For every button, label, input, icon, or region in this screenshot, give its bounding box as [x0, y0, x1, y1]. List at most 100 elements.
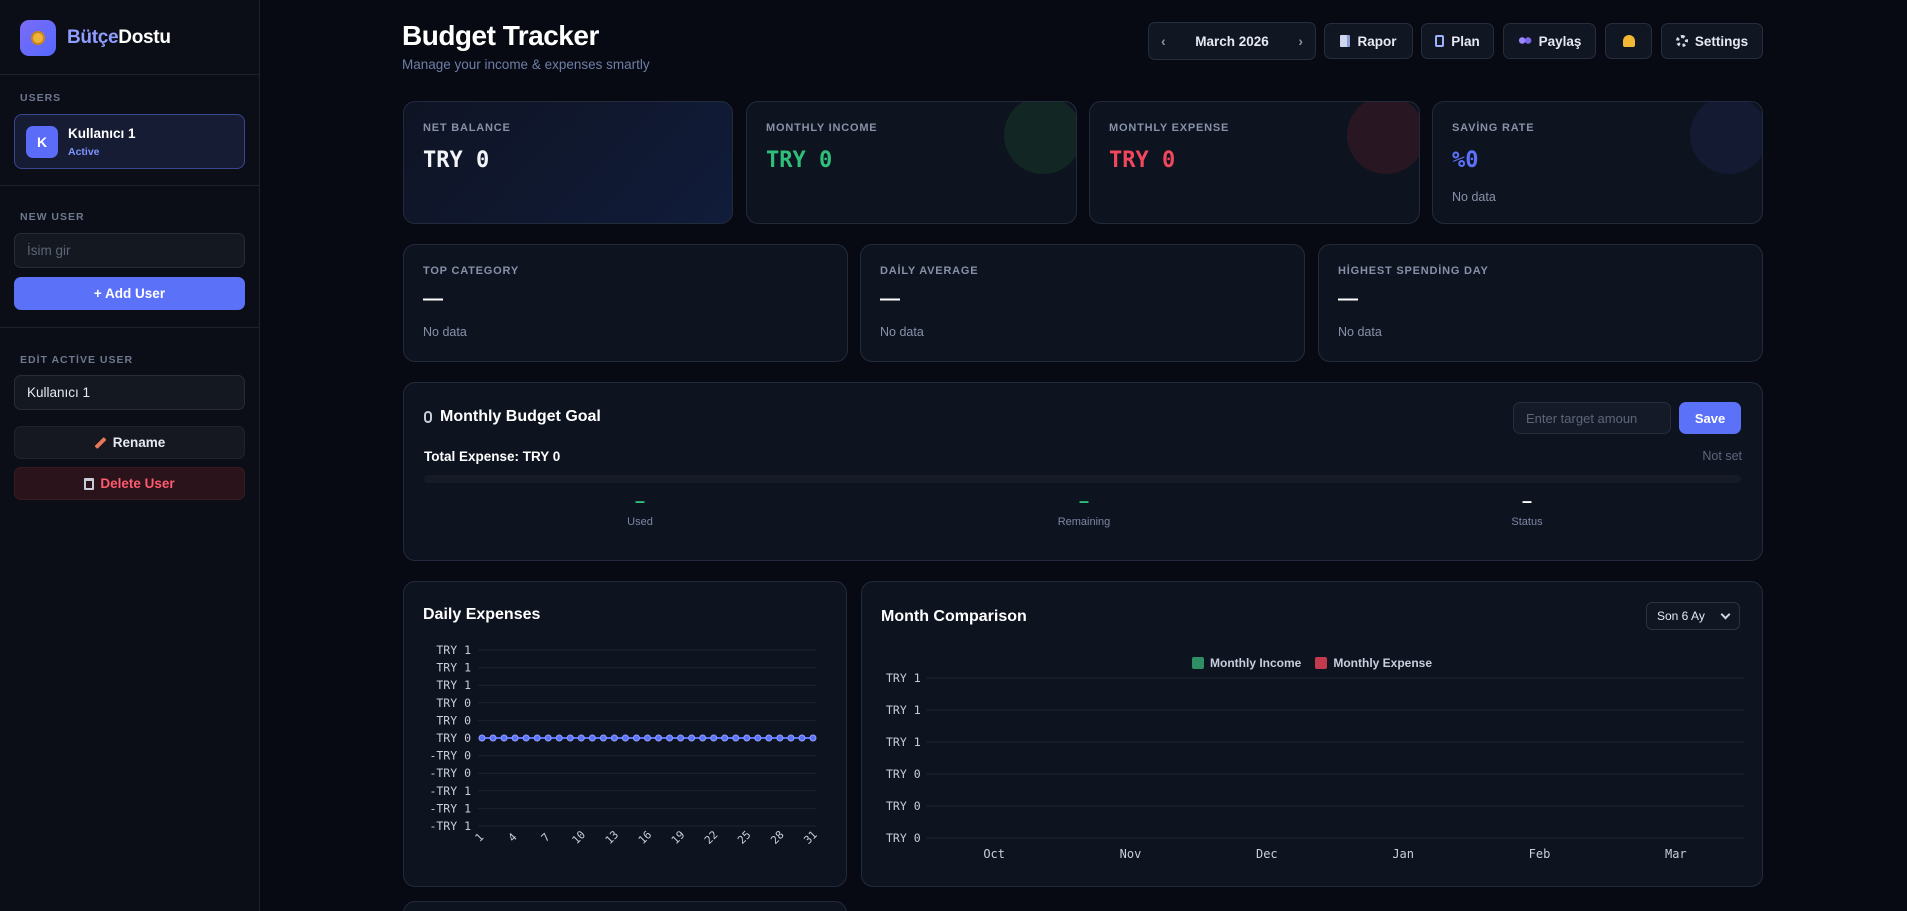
data-point[interactable]	[577, 734, 585, 742]
brand[interactable]: BütçeDostu	[20, 20, 171, 56]
legend-item-income[interactable]: Monthly Income	[1192, 656, 1301, 670]
y-tick-label: TRY 1	[436, 643, 471, 657]
status-label: Status	[1511, 516, 1543, 528]
data-point[interactable]	[533, 734, 541, 742]
data-point[interactable]	[621, 734, 629, 742]
data-point[interactable]	[677, 734, 685, 742]
x-tick-label: 28	[768, 828, 787, 847]
data-point[interactable]	[787, 734, 795, 742]
user-status: Active	[68, 146, 100, 158]
data-point[interactable]	[566, 734, 574, 742]
month-comparison-card: Month Comparison Son 6 Ay Monthly Income…	[861, 581, 1763, 887]
data-point[interactable]	[655, 734, 663, 742]
y-tick-label: TRY 1	[436, 661, 471, 675]
data-point[interactable]	[688, 734, 696, 742]
data-point[interactable]	[743, 734, 751, 742]
divider	[0, 327, 259, 328]
gear-icon	[1675, 35, 1688, 47]
card-value: TRY 0	[1109, 148, 1176, 173]
new-user-name-input[interactable]	[14, 233, 245, 268]
remaining-metric: – Remaining	[984, 491, 1184, 528]
notifications-button[interactable]	[1605, 23, 1652, 59]
stat-value: —	[1338, 288, 1358, 310]
data-point[interactable]	[754, 734, 762, 742]
legend-item-expense[interactable]: Monthly Expense	[1315, 656, 1432, 670]
avatar: K	[26, 126, 58, 158]
next-month-button[interactable]: ›	[1298, 33, 1303, 49]
x-tick-label: Oct	[983, 847, 1005, 861]
y-tick-label: TRY 1	[886, 703, 921, 717]
remaining-value: –	[1078, 491, 1089, 511]
status-value: –	[1521, 491, 1532, 511]
data-point[interactable]	[699, 734, 707, 742]
chart-title: Daily Expenses	[423, 606, 541, 623]
settings-button[interactable]: Settings	[1661, 23, 1763, 59]
decorative-circle	[1004, 102, 1076, 174]
data-point[interactable]	[644, 734, 651, 742]
delete-user-button[interactable]: Delete User	[14, 467, 245, 500]
stat-label: TOP CATEGORY	[423, 265, 519, 277]
data-point[interactable]	[489, 734, 497, 742]
y-tick-label: TRY 0	[886, 799, 921, 813]
stat-value: —	[880, 288, 900, 310]
data-point[interactable]	[555, 734, 563, 742]
saving-rate-card: SAVİNG RATE %0 No data	[1432, 101, 1763, 224]
prev-month-button[interactable]: ‹	[1161, 33, 1166, 49]
x-tick-label: Mar	[1665, 847, 1687, 861]
y-tick-label: TRY 1	[886, 735, 921, 749]
y-tick-label: -TRY 0	[429, 749, 471, 763]
report-icon	[1340, 35, 1351, 47]
card-value: TRY 0	[423, 148, 490, 173]
x-tick-label: 25	[735, 828, 754, 847]
data-point[interactable]	[721, 734, 729, 742]
sidebar: BütçeDostu USERS K Kullanıcı 1 Active NE…	[0, 0, 260, 911]
y-tick-label: TRY 0	[436, 731, 471, 745]
save-goal-button[interactable]: Save	[1679, 402, 1741, 434]
total-expense: Total Expense: TRY 0	[424, 449, 561, 464]
add-user-button[interactable]: + Add User	[14, 277, 245, 310]
stat-label: DAİLY AVERAGE	[880, 265, 979, 277]
net-balance-card: NET BALANCE TRY 0	[403, 101, 733, 224]
daily-average-card: DAİLY AVERAGE — No data	[860, 244, 1305, 362]
active-user-card[interactable]: K Kullanıcı 1 Active	[14, 114, 245, 169]
stat-value: —	[423, 288, 443, 310]
data-point[interactable]	[522, 734, 530, 742]
data-point[interactable]	[798, 734, 806, 742]
x-tick-label: 7	[539, 831, 553, 845]
period-select[interactable]: Son 6 Ay	[1646, 602, 1740, 630]
data-point[interactable]	[765, 734, 773, 742]
goal-progress-bar	[424, 475, 1741, 483]
data-point[interactable]	[544, 734, 552, 742]
data-point[interactable]	[599, 734, 607, 742]
current-month: March 2026	[1195, 33, 1269, 49]
rename-button[interactable]: Rename	[14, 426, 245, 459]
data-point[interactable]	[666, 734, 674, 742]
report-button[interactable]: Rapor	[1324, 23, 1413, 59]
card-value: TRY 0	[766, 148, 833, 173]
card-label: MONTHLY INCOME	[766, 122, 878, 134]
data-point[interactable]	[776, 734, 784, 742]
data-point[interactable]	[732, 734, 740, 742]
plan-button[interactable]: Plan	[1421, 23, 1494, 59]
data-point[interactable]	[478, 734, 486, 742]
decorative-circle	[1690, 102, 1762, 174]
data-point[interactable]	[588, 734, 596, 742]
goal-title: Monthly Budget Goal	[424, 408, 601, 426]
x-tick-label: 10	[570, 828, 589, 847]
x-tick-label: Dec	[1256, 847, 1278, 861]
data-point[interactable]	[809, 734, 817, 742]
goal-status-text: Not set	[1702, 449, 1742, 463]
data-point[interactable]	[500, 734, 508, 742]
used-metric: – Used	[540, 491, 740, 528]
data-point[interactable]	[710, 734, 718, 742]
data-point[interactable]	[610, 734, 618, 742]
next-card	[403, 901, 847, 911]
y-tick-label: TRY 1	[436, 678, 471, 692]
y-tick-label: -TRY 1	[429, 819, 471, 833]
x-tick-label: 13	[603, 828, 622, 847]
edit-user-name-input[interactable]	[14, 375, 245, 410]
share-button[interactable]: Paylaş	[1503, 23, 1596, 59]
data-point[interactable]	[632, 734, 640, 742]
data-point[interactable]	[511, 734, 519, 742]
target-amount-input[interactable]	[1513, 402, 1671, 434]
